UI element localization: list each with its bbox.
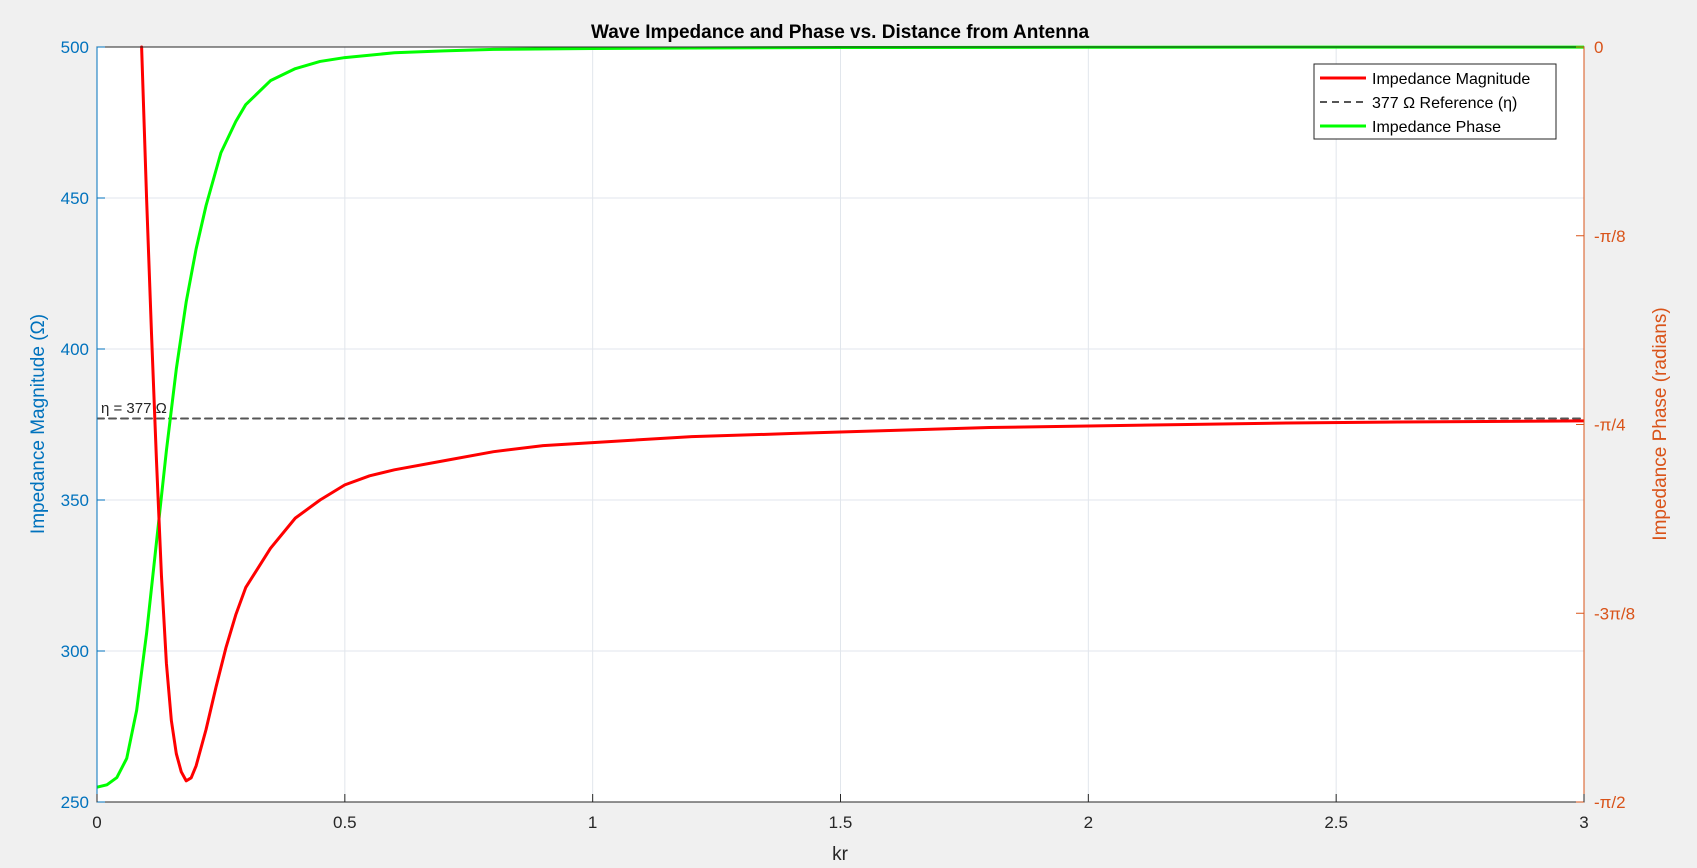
y-left-tick-label: 400 [61, 340, 89, 359]
legend-label-reference: 377 Ω Reference (η) [1372, 95, 1517, 112]
eta-annotation: η = 377 Ω [101, 400, 167, 417]
y-right-tick-label: -3π/8 [1594, 604, 1635, 623]
x-tick-label: 2 [1084, 813, 1093, 832]
y-left-tick-label: 300 [61, 642, 89, 661]
series-lines [97, 45, 1584, 789]
right-axis: -π/2 -3π/8 -π/4 -π/8 0 [1576, 38, 1635, 812]
x-tick-label: 1.5 [829, 813, 853, 832]
y-left-tick-label: 250 [61, 793, 89, 812]
y-right-tick-label: 0 [1594, 38, 1603, 57]
y-right-tick-label: -π/4 [1594, 416, 1626, 435]
x-tick-label: 0.5 [333, 813, 357, 832]
x-tick-label: 3 [1579, 813, 1588, 832]
chart-title: Wave Impedance and Phase vs. Distance fr… [591, 22, 1089, 43]
x-axis-title: kr [832, 844, 849, 865]
x-tick-label: 0 [92, 813, 101, 832]
x-axis: 0 0.5 1 1.5 2 2.5 3 [92, 794, 1589, 832]
y-left-tick-label: 350 [61, 491, 89, 510]
y-right-tick-label: -π/2 [1594, 793, 1626, 812]
grid [97, 47, 1584, 802]
legend: Impedance Magnitude 377 Ω Reference (η) … [1313, 63, 1557, 140]
y-left-tick-label: 450 [61, 189, 89, 208]
series-line-phase [97, 45, 1584, 789]
x-tick-label: 1 [588, 813, 597, 832]
legend-label-phase: Impedance Phase [1372, 119, 1501, 136]
y-left-axis-title: Impedance Magnitude (Ω) [28, 314, 49, 534]
y-right-tick-label: -π/8 [1594, 227, 1626, 246]
series-line-magnitude [140, 45, 1584, 783]
left-axis: 250 300 350 400 450 500 [61, 38, 105, 812]
y-right-axis-title: Impedance Phase (radians) [1650, 307, 1671, 540]
legend-label-magnitude: Impedance Magnitude [1372, 71, 1530, 88]
x-tick-label: 2.5 [1324, 813, 1348, 832]
y-left-tick-label: 500 [61, 38, 89, 57]
